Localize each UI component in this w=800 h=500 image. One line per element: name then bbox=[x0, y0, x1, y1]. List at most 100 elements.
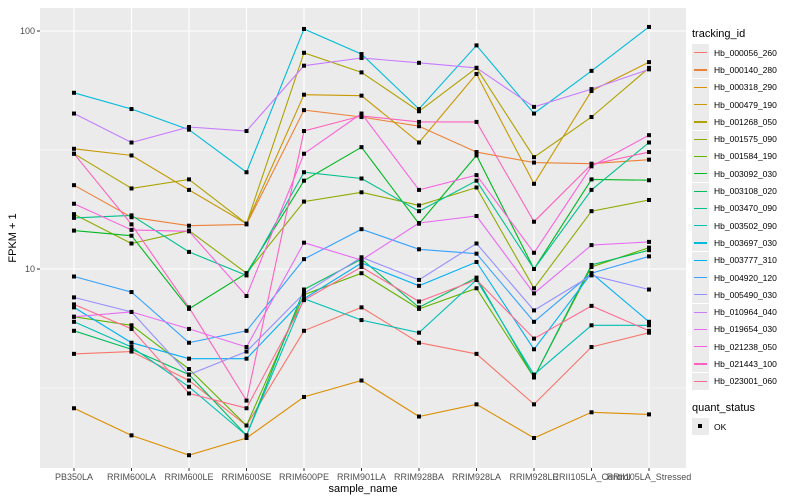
data-point bbox=[532, 435, 536, 440]
data-point bbox=[72, 328, 76, 333]
data-point bbox=[532, 375, 536, 380]
legend-label: Hb_000140_280 bbox=[714, 64, 777, 75]
data-point bbox=[359, 258, 364, 263]
data-point bbox=[244, 345, 249, 350]
line-swatch-icon bbox=[694, 225, 707, 227]
legend-key bbox=[692, 182, 709, 200]
data-point bbox=[244, 423, 249, 428]
data-point bbox=[359, 264, 364, 269]
line-swatch-icon bbox=[694, 173, 707, 175]
data-point bbox=[532, 267, 536, 271]
y-axis-title: FPKM + 1 bbox=[7, 213, 19, 262]
data-point bbox=[302, 257, 306, 262]
data-point bbox=[302, 170, 306, 175]
data-point bbox=[72, 319, 76, 324]
legend-label: Hb_003502_090 bbox=[714, 220, 777, 231]
legend-key bbox=[692, 96, 709, 114]
line-swatch-icon bbox=[694, 363, 707, 365]
data-point bbox=[72, 215, 76, 220]
data-point bbox=[474, 71, 479, 76]
legend-item: Hb_003470_090 bbox=[692, 199, 777, 217]
data-point bbox=[647, 140, 651, 145]
data-point bbox=[187, 356, 191, 361]
legend-label: Hb_003697_030 bbox=[714, 237, 777, 248]
data-point bbox=[244, 435, 249, 440]
data-point bbox=[647, 412, 651, 417]
data-point bbox=[187, 177, 191, 182]
line-swatch-icon bbox=[694, 328, 707, 331]
legend-key bbox=[692, 217, 709, 235]
data-point bbox=[647, 254, 651, 259]
data-point bbox=[359, 145, 364, 150]
shape-legend-label: OK bbox=[714, 421, 727, 432]
x-axis-title: sample_name bbox=[328, 483, 397, 495]
data-point bbox=[474, 185, 479, 190]
data-point bbox=[72, 295, 76, 300]
data-point bbox=[359, 255, 364, 260]
legend-title: tracking_id bbox=[692, 28, 746, 40]
data-point bbox=[302, 108, 306, 113]
data-point bbox=[474, 173, 479, 178]
data-point bbox=[532, 347, 536, 352]
data-point bbox=[72, 406, 76, 411]
data-point bbox=[589, 162, 594, 167]
plot-panel bbox=[40, 8, 686, 468]
data-point bbox=[129, 433, 134, 438]
legend-label: Hb_001268_050 bbox=[714, 116, 777, 127]
legend-key bbox=[692, 251, 709, 269]
legend: tracking_id Hb_000056_260 Hb_000140_280 Hb… bbox=[692, 28, 777, 436]
legend-item: Hb_000056_260 bbox=[692, 44, 777, 62]
data-point bbox=[647, 24, 651, 29]
legend-label: Hb_000056_260 bbox=[714, 47, 777, 58]
data-point bbox=[359, 260, 364, 265]
data-point bbox=[187, 326, 191, 331]
data-point bbox=[187, 340, 191, 345]
legend-label: Hb_001584_190 bbox=[714, 151, 777, 162]
legend-key bbox=[692, 130, 709, 148]
data-point bbox=[302, 287, 306, 292]
data-point bbox=[474, 65, 479, 70]
data-point bbox=[244, 398, 249, 403]
legend-key bbox=[692, 286, 709, 304]
data-point bbox=[589, 345, 594, 350]
legend-key bbox=[692, 269, 709, 286]
data-point bbox=[302, 298, 306, 303]
data-point bbox=[129, 140, 134, 145]
legend-item: Hb_023001_060 bbox=[692, 372, 777, 390]
data-point bbox=[244, 356, 249, 361]
data-point bbox=[302, 394, 306, 399]
data-point bbox=[359, 190, 364, 195]
data-point bbox=[359, 56, 364, 61]
data-point bbox=[129, 241, 134, 246]
data-point bbox=[532, 250, 536, 255]
data-point bbox=[532, 286, 536, 291]
data-point bbox=[589, 303, 594, 308]
data-point bbox=[417, 109, 421, 114]
legend-item: Hb_003108_020 bbox=[692, 182, 777, 200]
legend-item: Hb_001575_090 bbox=[692, 130, 777, 148]
data-point bbox=[129, 340, 134, 345]
data-point bbox=[474, 402, 479, 407]
x-tick-label: RRIM600PE bbox=[279, 472, 329, 482]
data-point bbox=[129, 326, 134, 331]
data-point bbox=[244, 406, 249, 411]
data-point bbox=[72, 351, 76, 356]
legend-item: Hb_003502_090 bbox=[692, 217, 777, 235]
data-point bbox=[244, 328, 249, 333]
data-point bbox=[417, 340, 421, 345]
x-axis: PB350LA RRIM600LA RRIM600LE RRIM600SE RRIM60… bbox=[55, 468, 691, 482]
legend-item: Hb_000140_280 bbox=[692, 61, 777, 79]
data-point bbox=[647, 197, 651, 202]
data-point bbox=[647, 178, 651, 183]
data-point bbox=[474, 275, 479, 280]
data-point bbox=[129, 107, 134, 112]
data-point bbox=[647, 239, 651, 244]
data-point bbox=[244, 349, 249, 354]
line-swatch-icon bbox=[694, 242, 707, 244]
data-point bbox=[302, 63, 306, 68]
legend-label: Hb_003470_090 bbox=[714, 203, 777, 214]
square-point-icon bbox=[698, 424, 702, 429]
line-swatch-icon bbox=[694, 52, 707, 54]
line-swatch-icon bbox=[694, 380, 707, 382]
data-point bbox=[417, 187, 421, 192]
